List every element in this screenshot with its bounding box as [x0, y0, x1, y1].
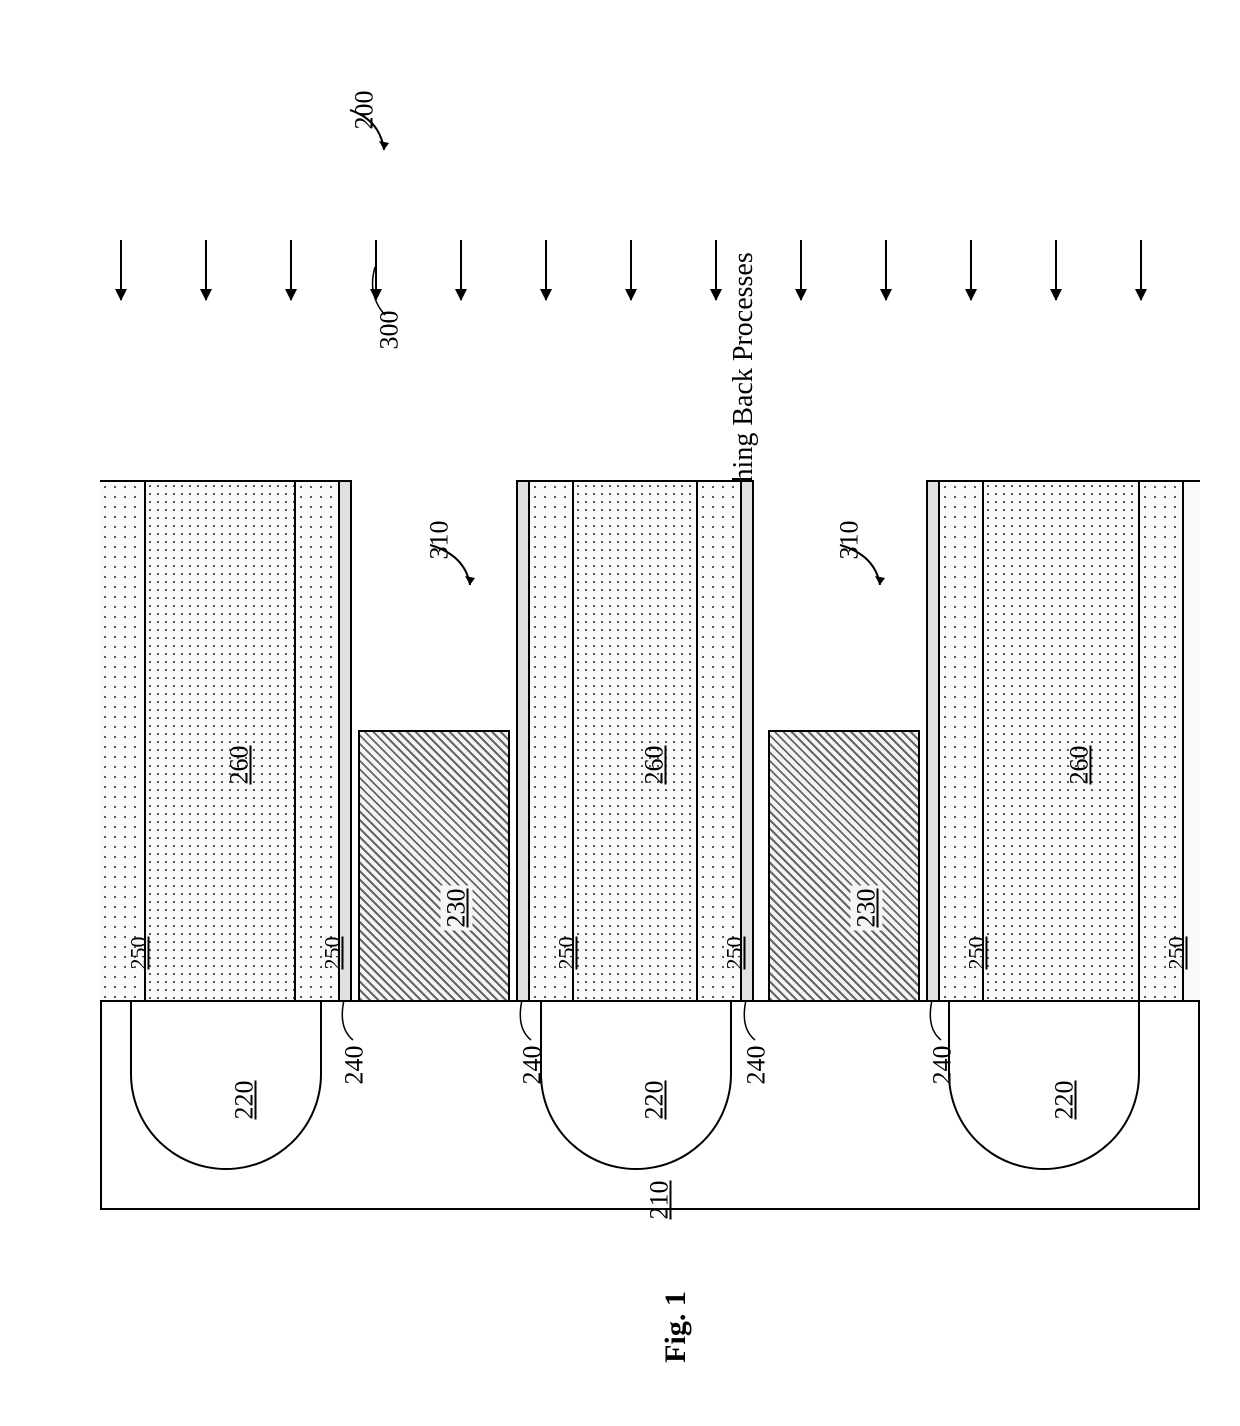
- metal-260-m: [572, 480, 698, 1002]
- leader-240-3: [740, 998, 770, 1048]
- ref-310-right-arrow: [830, 540, 900, 600]
- ref-200-arrow: [340, 105, 400, 165]
- label-210: 210: [645, 1181, 675, 1220]
- spacer-250-ml: [528, 480, 574, 1002]
- leader-240-1: [338, 998, 368, 1048]
- ref-310-left-arrow: [420, 540, 490, 600]
- ref-300-leader: [367, 265, 417, 345]
- label-260-m: 260: [640, 746, 670, 785]
- label-240-2: 240: [518, 1046, 548, 1085]
- label-240-3: 240: [742, 1046, 772, 1085]
- label-230-l: 230: [441, 886, 473, 931]
- metal-260-r: [982, 480, 1140, 1002]
- metal-260-l: [144, 480, 296, 1002]
- spacer-250-l2: [294, 480, 340, 1002]
- label-240-1: 240: [340, 1046, 370, 1085]
- label-250-5: 250: [964, 937, 990, 970]
- label-230-r: 230: [851, 886, 883, 931]
- label-240-4: 240: [928, 1046, 958, 1085]
- label-250-3: 250: [554, 937, 580, 970]
- label-260-r: 260: [1065, 746, 1095, 785]
- spacer-250-r2: [1138, 480, 1184, 1002]
- liner-240-l: [338, 480, 352, 1002]
- label-250-1: 250: [126, 937, 152, 970]
- label-250-6: 250: [1164, 937, 1190, 970]
- spacer-250-r1: [938, 480, 984, 1002]
- right-edge-close: [1182, 480, 1200, 1002]
- spacer-250-mr: [696, 480, 742, 1002]
- label-250-2: 250: [320, 937, 346, 970]
- spacer-250-l1: [100, 480, 146, 1002]
- label-260-l: 260: [225, 746, 255, 785]
- label-220-r: 220: [1050, 1081, 1080, 1120]
- leader-240-4: [926, 998, 956, 1048]
- label-250-4: 250: [722, 937, 748, 970]
- ild-230-left: [358, 730, 510, 1002]
- label-220-l: 220: [230, 1081, 260, 1120]
- ild-230-right: [768, 730, 920, 1002]
- figure-canvas: 200 300 Etching Back Processes: [40, 40, 1200, 1386]
- label-220-m: 220: [640, 1081, 670, 1120]
- figure-caption: Fig. 1: [659, 1291, 693, 1363]
- leader-240-2: [516, 998, 546, 1048]
- liner-240-mr: [740, 480, 754, 1002]
